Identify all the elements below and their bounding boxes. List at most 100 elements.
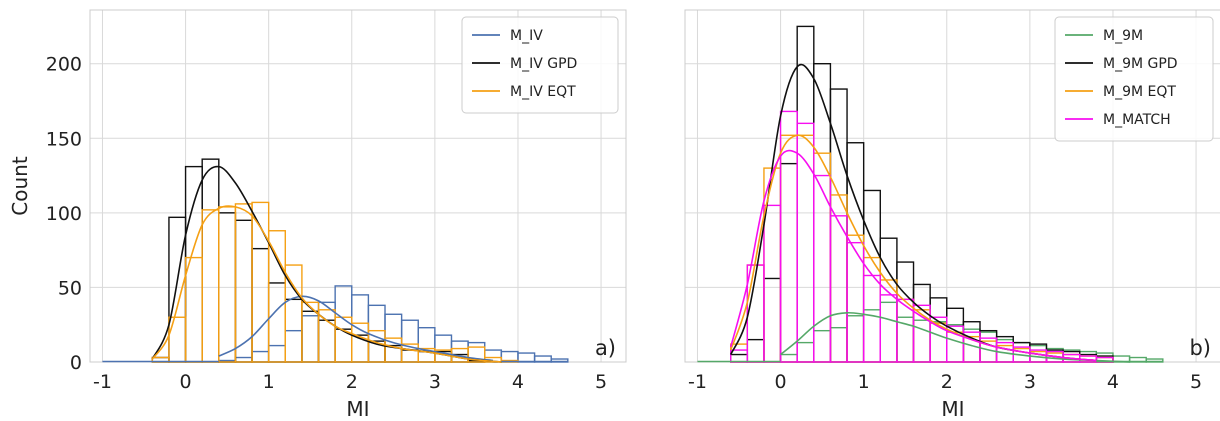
histogram-bar: [234, 219, 253, 363]
legend-entry: M_MATCH: [1103, 112, 1171, 128]
histogram-bar: [862, 274, 881, 363]
histogram-bar: [434, 334, 453, 363]
x-tick-label: 3: [1024, 371, 1036, 393]
x-axis-label: MI: [346, 397, 369, 421]
histogram-bar: [879, 294, 898, 363]
histogram-bar: [796, 25, 815, 363]
legend-entry: M_9M GPD: [1103, 56, 1178, 72]
histogram-bar: [879, 237, 898, 363]
histogram-bar: [829, 194, 848, 363]
x-tick-label: 5: [595, 371, 607, 393]
kde-curve: [780, 311, 1130, 363]
x-tick-label: 0: [180, 371, 192, 393]
histogram-bar: [218, 206, 237, 363]
histogram-bar: [862, 309, 881, 363]
y-tick-label: 100: [46, 203, 82, 225]
histogram-bar: [829, 326, 848, 363]
histogram-bar: [879, 301, 898, 363]
histogram-bar: [301, 315, 320, 363]
histogram-bar: [267, 344, 286, 363]
histogram-bar: [184, 256, 203, 363]
legend-entry: M_9M: [1103, 28, 1143, 44]
histogram-bar: [846, 234, 865, 363]
histogram-bar: [779, 134, 798, 363]
legend: M_IV M_IV GPD M_IV EQT: [461, 16, 619, 114]
panel-label: b): [1189, 336, 1211, 360]
histogram-bar: [763, 277, 782, 363]
histogram-bar: [846, 142, 865, 363]
histogram-bar: [267, 230, 286, 363]
histogram-bar: [317, 309, 336, 363]
legend-box: [461, 16, 619, 114]
legend-entry: M_IV GPD: [510, 56, 577, 72]
y-tick-label: 0: [70, 352, 82, 374]
histogram-bar: [367, 304, 386, 363]
series-m-9m-eqt: [730, 134, 1114, 363]
histogram-bar: [400, 319, 419, 363]
histogram-bar: [517, 352, 536, 363]
histogram-bar: [730, 343, 749, 363]
series-m-iv-eqt: [151, 201, 519, 363]
histogram-bar: [417, 326, 436, 363]
histogram-bar: [284, 329, 303, 363]
histogram-bar: [467, 346, 486, 363]
series-m-iv: [218, 285, 569, 363]
histogram-bar: [862, 189, 881, 363]
legend-entry: M_IV EQT: [510, 84, 576, 100]
histogram-bar: [779, 162, 798, 363]
legend-entry: M_IV: [510, 28, 543, 44]
legend-box: [1054, 16, 1214, 142]
histogram-bar: [317, 319, 336, 363]
series-m-match: [730, 110, 1114, 363]
histogram-bar: [796, 122, 815, 363]
histogram-bar: [251, 247, 270, 363]
x-tick-label: 0: [775, 371, 787, 393]
x-tick-label: 1: [263, 371, 275, 393]
legend: M_9M M_9M GPD M_9M EQT M_MATCH: [1054, 16, 1214, 142]
kde-curve: [729, 149, 1097, 362]
histogram-bar: [746, 338, 765, 363]
panel-label: a): [595, 336, 616, 360]
histogram-bar: [796, 341, 815, 363]
kde-curve: [151, 205, 502, 363]
histogram-bar: [267, 282, 286, 363]
histogram-bar: [384, 337, 403, 363]
histogram-bar: [400, 349, 419, 363]
histogram-bar: [168, 316, 187, 363]
x-tick-label: 4: [1107, 371, 1119, 393]
x-tick-label: -1: [688, 371, 707, 393]
y-tick-label: 50: [58, 277, 82, 299]
histogram-bar: [912, 283, 931, 363]
x-tick-label: 4: [512, 371, 524, 393]
x-tick-label: 1: [858, 371, 870, 393]
kde-curve: [151, 165, 502, 363]
histogram-bar: [251, 350, 270, 363]
x-tick-label: 3: [429, 371, 441, 393]
legend-entry: M_9M EQT: [1103, 84, 1176, 100]
histogram-bar: [201, 158, 220, 363]
histogram-bar: [779, 353, 798, 363]
histogram-bar: [351, 294, 370, 363]
x-axis-label: MI: [941, 397, 964, 421]
histogram-bar: [846, 315, 865, 363]
histogram-bar: [829, 215, 848, 363]
histogram-bar: [730, 349, 749, 363]
histogram-bar: [763, 167, 782, 363]
histogram-bar: [896, 261, 915, 363]
kde-curve: [218, 295, 494, 362]
x-tick-label: 2: [346, 371, 358, 393]
y-tick-label: 200: [46, 54, 82, 76]
y-axis-label: Count: [8, 156, 32, 216]
y-tick-label: 150: [46, 128, 82, 150]
histogram-bar: [201, 209, 220, 363]
x-tick-label: -1: [93, 371, 112, 393]
chart-panel-b: -1 0 1 2 3 4 5 MI b) M_9M M_9M GPD M_9M EQT M_MATCH: [684, 9, 1220, 421]
histogram-bar: [301, 310, 320, 363]
x-tick-label: 5: [1190, 371, 1202, 393]
histogram-bar: [813, 329, 832, 363]
histogram-bar: [168, 216, 187, 363]
histogram-bar: [763, 204, 782, 363]
x-tick-label: 2: [941, 371, 953, 393]
